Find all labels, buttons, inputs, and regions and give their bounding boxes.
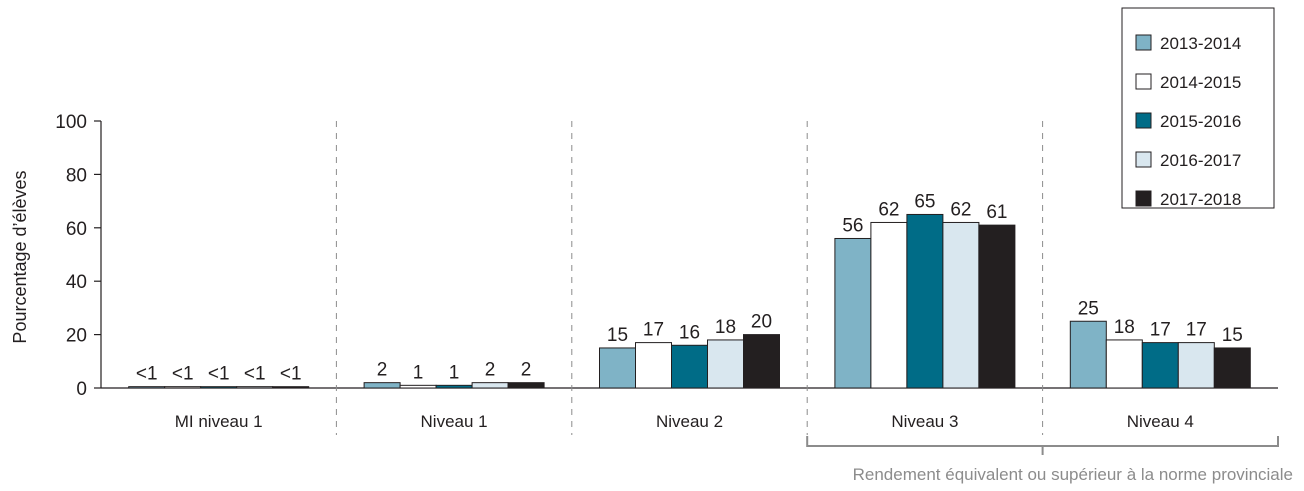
legend-label: 2016-2017	[1160, 151, 1241, 170]
category-labels: MI niveau 1 Niveau 1 Niveau 2 Niveau 3 Nivea…	[175, 412, 1194, 431]
data-label: 20	[751, 312, 772, 333]
bar	[164, 386, 202, 389]
category-label: Niveau 4	[1127, 412, 1194, 431]
legend: 2013-2014 2014-2015 2015-2016 2016-2017 2017…	[1121, 7, 1275, 209]
bar	[671, 344, 708, 389]
bar-series: <1 <1 <1 <1 <1 2 1 1 2 2 15 17 16 18 20 56 62 65 62 61 25 18 1…	[128, 191, 1251, 389]
data-label: 17	[643, 320, 664, 341]
data-label: 18	[1114, 317, 1135, 338]
data-label: 62	[878, 199, 899, 220]
y-tick-label: 0	[76, 379, 87, 400]
category-label: Niveau 3	[891, 412, 958, 431]
y-tick-label: 80	[66, 165, 87, 186]
bar	[1105, 339, 1143, 389]
bar	[978, 224, 1016, 389]
data-label: 2	[521, 360, 532, 381]
bar	[942, 221, 980, 389]
data-label: 18	[715, 317, 736, 338]
legend-swatch	[1135, 151, 1152, 168]
data-label: 2	[377, 360, 388, 381]
data-label: 15	[607, 325, 628, 346]
norm-bracket: Rendement équivalent ou supérieur à la n…	[806, 436, 1293, 484]
bar	[399, 384, 437, 389]
category-separators	[335, 121, 1044, 435]
data-label: 2	[485, 360, 496, 381]
data-label: 15	[1222, 325, 1243, 346]
legend-swatch	[1135, 190, 1152, 207]
data-label: 1	[449, 362, 460, 383]
bar	[471, 382, 509, 389]
legend-label: 2015-2016	[1160, 112, 1241, 131]
bar	[507, 382, 545, 389]
bar	[743, 334, 780, 389]
bar	[435, 384, 473, 389]
data-label: <1	[208, 364, 230, 385]
bar	[906, 213, 944, 389]
category-label: MI niveau 1	[175, 412, 263, 431]
data-label: <1	[280, 364, 302, 385]
data-label: 62	[950, 199, 971, 220]
bar	[707, 339, 744, 389]
category-label: Niveau 1	[421, 412, 488, 431]
bar	[599, 347, 636, 389]
legend-swatch	[1135, 73, 1152, 90]
y-axis-title: Pourcentage d’élèves	[10, 170, 30, 343]
y-tick-label: 100	[55, 112, 87, 133]
data-label: 56	[842, 215, 863, 236]
bar	[870, 221, 908, 389]
data-label: 65	[914, 191, 935, 212]
data-label: 17	[1186, 320, 1207, 341]
data-label: <1	[172, 364, 194, 385]
legend-label: 2017-2018	[1160, 190, 1241, 209]
data-label: 17	[1150, 320, 1171, 341]
bar	[834, 237, 872, 389]
bar	[363, 382, 401, 389]
data-label: 25	[1078, 298, 1099, 319]
y-tick-label: 40	[66, 272, 87, 293]
data-label: 61	[986, 202, 1007, 223]
legend-swatch	[1135, 112, 1152, 129]
y-tick-label: 60	[66, 219, 87, 240]
data-label: 1	[413, 362, 424, 383]
legend-label: 2014-2015	[1160, 73, 1241, 92]
legend-swatch	[1135, 34, 1152, 51]
bar	[1177, 342, 1215, 389]
legend-label: 2013-2014	[1160, 34, 1241, 53]
category-label: Niveau 2	[656, 412, 723, 431]
data-label: 16	[679, 322, 700, 343]
bar	[635, 342, 672, 389]
data-label: <1	[244, 364, 266, 385]
bracket-label: Rendement équivalent ou supérieur à la n…	[853, 465, 1293, 484]
bar	[272, 386, 310, 389]
bar	[128, 386, 166, 389]
data-label: <1	[136, 364, 158, 385]
bracket-line	[806, 436, 1279, 447]
y-tick-label: 20	[66, 326, 87, 347]
bar	[1069, 320, 1107, 389]
bar	[1141, 342, 1179, 389]
bar	[200, 386, 238, 389]
bar	[1213, 347, 1251, 389]
bar	[236, 386, 274, 389]
